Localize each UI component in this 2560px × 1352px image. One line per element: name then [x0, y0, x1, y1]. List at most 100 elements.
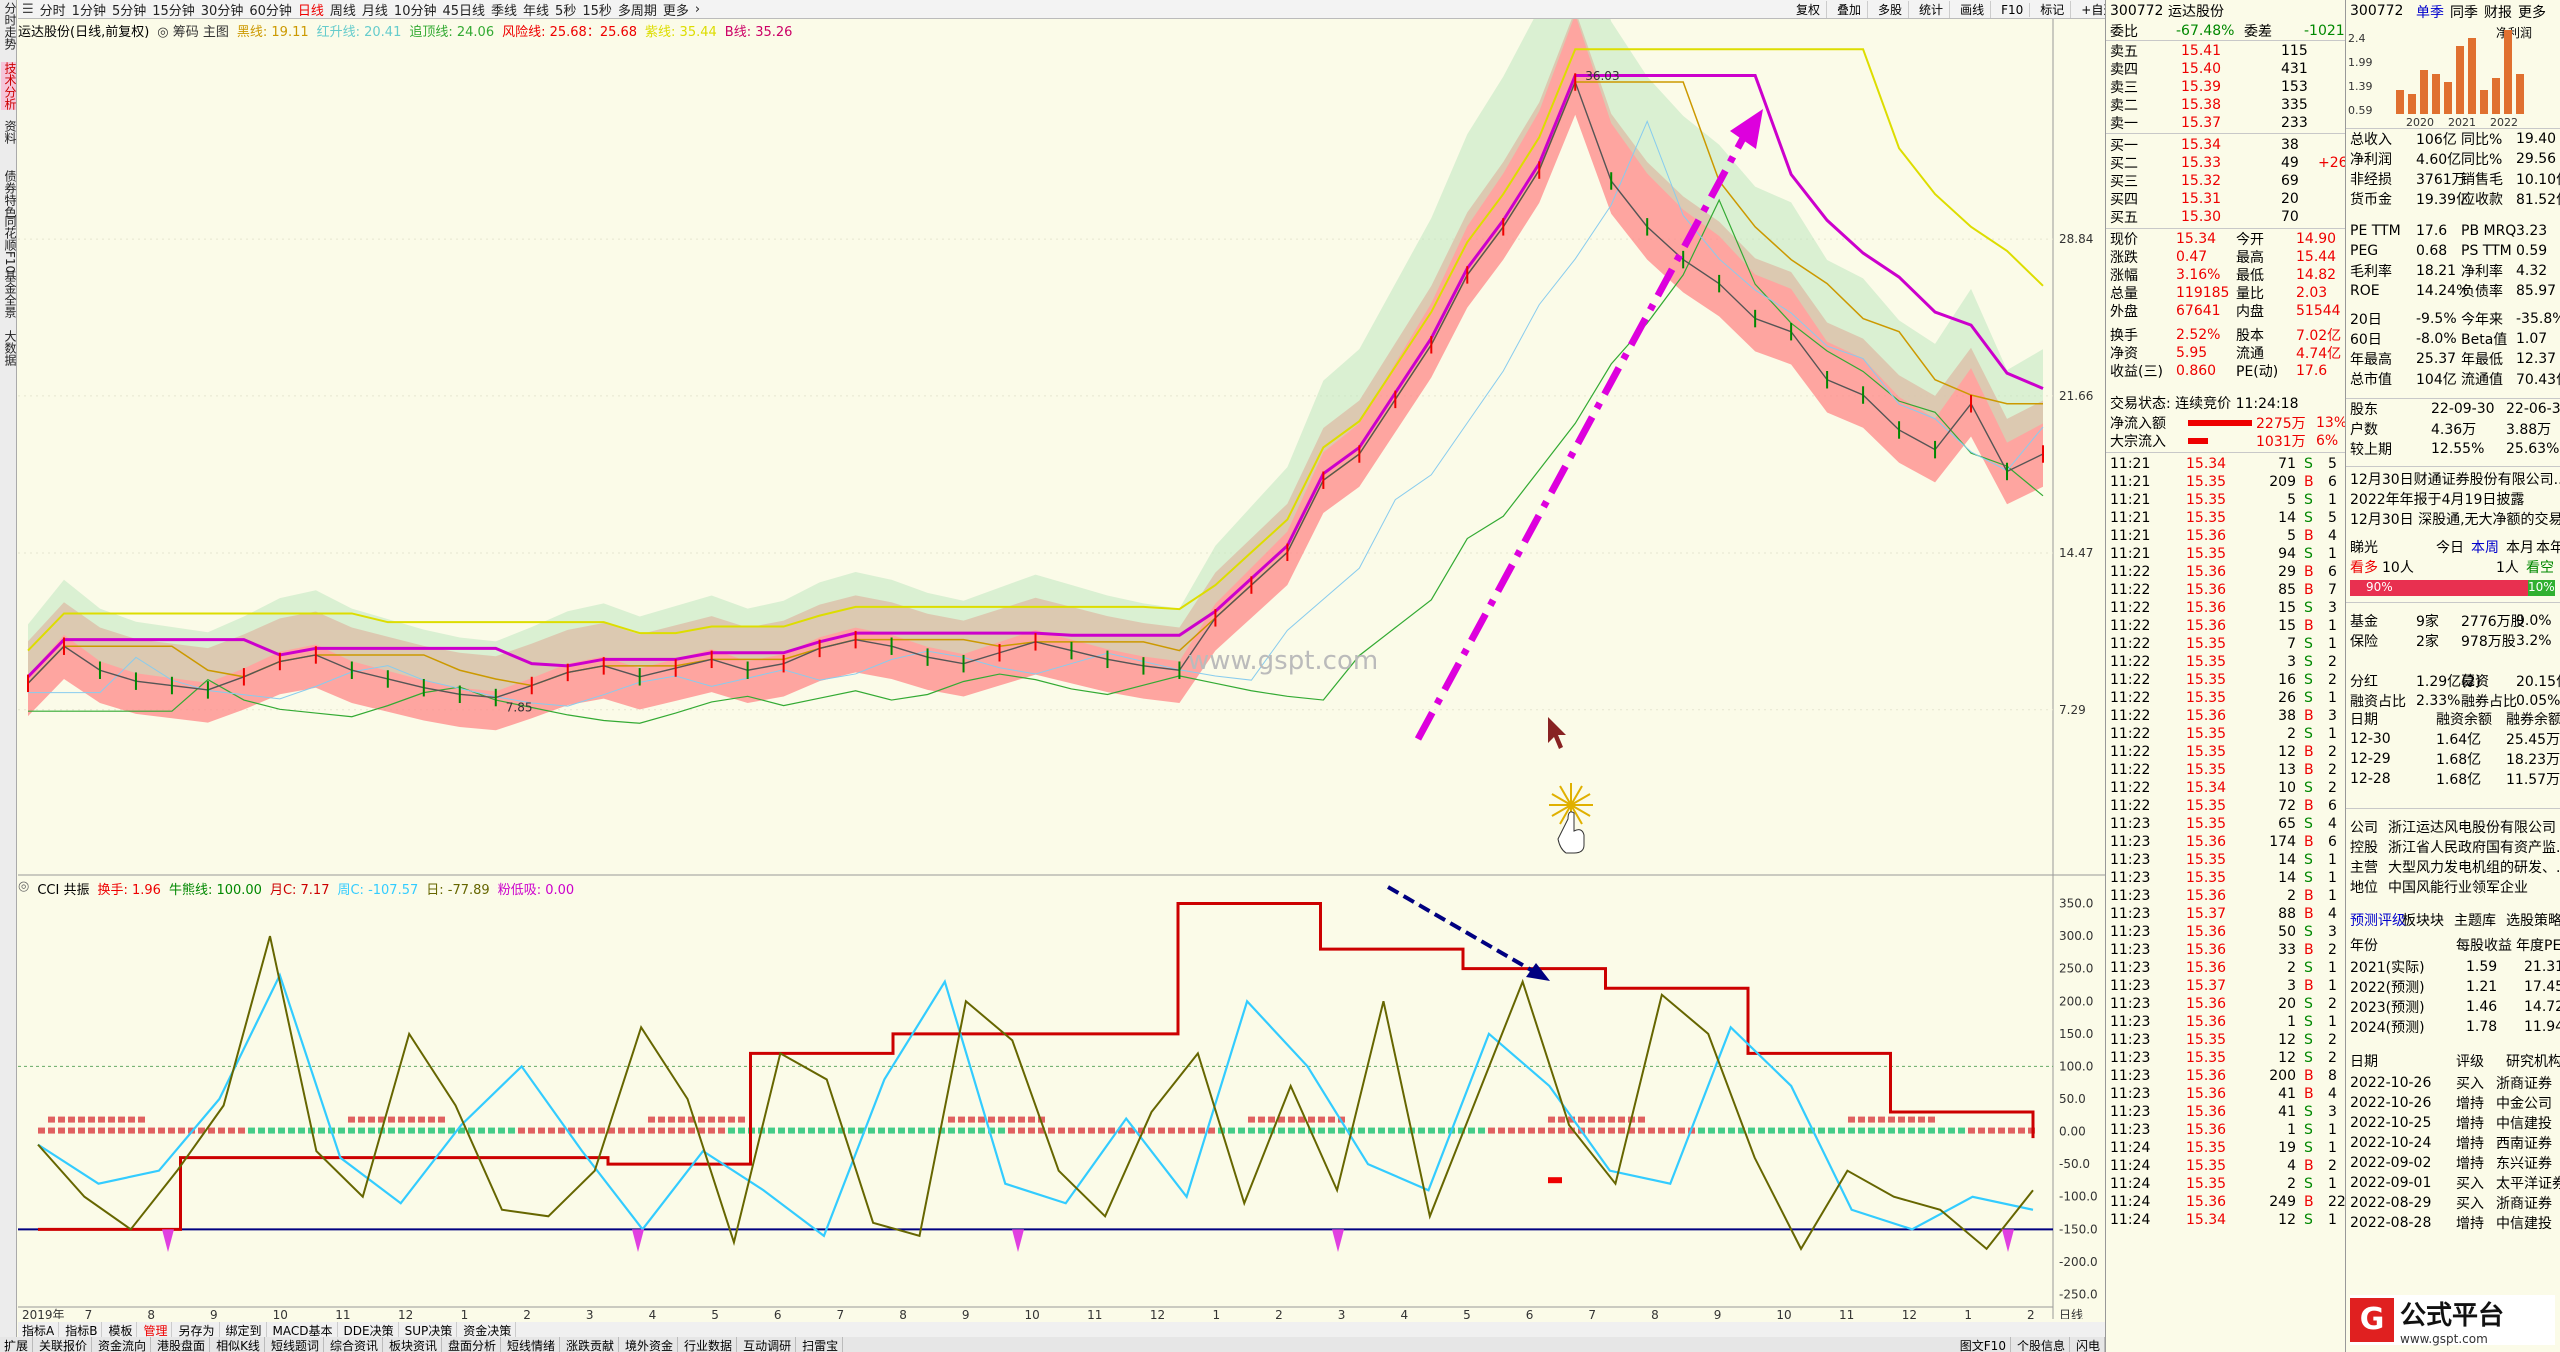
time-tick: 4	[1400, 1308, 1408, 1319]
period-tab-12[interactable]: 年线	[523, 3, 550, 19]
tick-row: 11:23 15.35 14 S 1	[2106, 851, 2345, 869]
toolbar-btn-4[interactable]: 画线	[1954, 1, 1992, 18]
period-tab-10[interactable]: 45日线	[442, 3, 486, 19]
chart-svg[interactable]: 28.84 21.66 14.47 7.29 36.03 7.85 www.gspt.com…	[18, 19, 2105, 1319]
info-tab-13[interactable]: 互动调研	[739, 1337, 797, 1352]
chart-area[interactable]: 28.84 21.66 14.47 7.29 36.03 7.85 www.gspt.com…	[18, 19, 2105, 1319]
toolbar-btn-3[interactable]: 统计	[1913, 1, 1951, 18]
sidebar-tab-6[interactable]: 大数据	[3, 330, 17, 366]
indicator-tab-4[interactable]: 另存为	[174, 1322, 220, 1338]
period-tab-16[interactable]: 更多	[662, 3, 689, 19]
rt-row: 2022-09-01 买入 太平洋证券	[2346, 1174, 2560, 1192]
forecast-tab-0[interactable]: 预测评级	[2350, 913, 2406, 929]
info-tab-9[interactable]: 短线情绪	[503, 1337, 561, 1352]
info-tab-10[interactable]: 涨跌贡献	[562, 1337, 620, 1352]
period-tab-7[interactable]: 周线	[329, 3, 356, 19]
fin-tab-2[interactable]: 财报	[2484, 5, 2512, 21]
period-tab-0[interactable]: 分时	[39, 3, 66, 19]
fin-tab-3[interactable]: 更多	[2518, 5, 2546, 21]
period-tab-5[interactable]: 60分钟	[249, 3, 292, 19]
bottom-right-1[interactable]: 个股信息	[2013, 1337, 2070, 1352]
toolbar-btn-2[interactable]: 多股	[1872, 1, 1910, 18]
period-tab-13[interactable]: 5秒	[555, 3, 577, 19]
tick-price: 15.36	[2186, 1068, 2227, 1084]
zero-dot	[258, 1127, 265, 1134]
legend-mode[interactable]: ◎ 筹码 主图	[157, 25, 229, 40]
info-tab-11[interactable]: 境外资金	[621, 1337, 679, 1352]
sidebar-tab-1[interactable]: 技术分析	[1, 62, 17, 110]
indicator-tab-9[interactable]: 资金决策	[459, 1322, 517, 1338]
period-tab-4[interactable]: 30分钟	[200, 3, 244, 19]
forecast-tab-1[interactable]: 板块块	[2402, 913, 2444, 929]
period-tab-15[interactable]: 多周期	[617, 3, 657, 19]
price-tick: 21.66	[2059, 389, 2093, 403]
sidebar-tab-2[interactable]: 资料	[3, 120, 17, 144]
sidebar-tab-4[interactable]: 同花顺F10	[3, 215, 17, 274]
period-tab-14[interactable]: 15秒	[582, 3, 612, 19]
info-tab-0[interactable]: 扩展	[0, 1337, 34, 1352]
zero-dot	[938, 1127, 945, 1134]
tick-time: 11:23	[2110, 1086, 2151, 1102]
toolbar-btn-6[interactable]: 标记	[2034, 1, 2072, 18]
period-tab-11[interactable]: 季线	[491, 3, 518, 19]
zero-dot	[1998, 1127, 2005, 1134]
tick-price: 15.35	[2186, 762, 2227, 778]
indicator-tab-0[interactable]: 指标A	[18, 1322, 60, 1338]
info-tab-14[interactable]: 扫雷宝	[798, 1337, 844, 1352]
period-tab-2[interactable]: 5分钟	[111, 3, 147, 19]
info-tab-7[interactable]: 板块资讯	[385, 1337, 442, 1352]
info-tab-8[interactable]: 盘面分析	[444, 1337, 501, 1352]
zero-dot	[318, 1127, 325, 1134]
tick-count: 1	[2328, 1140, 2337, 1156]
time-tick: 2019年	[22, 1308, 65, 1319]
indicator-tab-5[interactable]: 绑定到	[222, 1322, 267, 1338]
info-tab-3[interactable]: 港股盘面	[153, 1337, 211, 1352]
period-tab-1[interactable]: 1分钟	[71, 3, 106, 19]
chevron-right-icon[interactable]: ›	[694, 1, 701, 17]
rt-date: 2022-10-26	[2350, 1095, 2432, 1111]
toolbar-btn-0[interactable]: 复权	[1790, 1, 1828, 18]
toolbar-btn-5[interactable]: F10	[1995, 2, 2031, 17]
indicator-tab-2[interactable]: 模板	[104, 1322, 138, 1338]
zero-dot	[528, 1127, 535, 1134]
menu-icon[interactable]: ☰	[22, 1, 34, 17]
indicator-tab-7[interactable]: DDE决策	[340, 1322, 399, 1338]
zero-dot	[168, 1127, 175, 1134]
info-tab-2[interactable]: 资金流向	[94, 1337, 152, 1352]
period-tab-9[interactable]: 10分钟	[393, 3, 437, 19]
divider	[2346, 398, 2560, 399]
bottom-right-2[interactable]: 闪电	[2072, 1337, 2105, 1352]
fin-tab-1[interactable]: 同季	[2450, 5, 2478, 21]
indicator-tab-8[interactable]: SUP决策	[401, 1322, 458, 1338]
stat-value: 2.52%	[2176, 327, 2221, 343]
info-tab-12[interactable]: 行业数据	[680, 1337, 738, 1352]
forecast-tab-3[interactable]: 选股策略	[2506, 913, 2560, 929]
info-tab-1[interactable]: 关联报价	[35, 1337, 93, 1352]
forecast-tab-2[interactable]: 主题库	[2454, 913, 2496, 929]
margin-head: 融券余额	[2506, 712, 2560, 728]
sidebar-tab-3[interactable]: 债券特色	[3, 170, 17, 218]
stat-value: 15.34	[2176, 231, 2217, 247]
period-tab-3[interactable]: 15分钟	[152, 3, 195, 19]
info-tab-5[interactable]: 短线题词	[267, 1337, 324, 1352]
tick-row: 11:22 15.35 13 B 2	[2106, 761, 2345, 779]
zero-dot	[628, 1127, 635, 1134]
period-tab-6[interactable]: 日线	[297, 3, 324, 19]
indicator-tab-1[interactable]: 指标B	[61, 1322, 103, 1338]
fin-value: 3761万	[2416, 172, 2466, 188]
axis-corner-label[interactable]: 日线	[2059, 1308, 2083, 1319]
info-tab-4[interactable]: 相似K线	[212, 1337, 265, 1352]
indicator-tab-6[interactable]: MACD基本	[269, 1322, 338, 1338]
margin-head: 日期	[2350, 712, 2378, 728]
zero-dot	[1268, 1127, 1275, 1134]
indicator-tab-3[interactable]: 管理	[139, 1322, 173, 1338]
bottom-right-0[interactable]: 图文F10	[1956, 1337, 2011, 1352]
tick-vol: 174	[2269, 834, 2296, 850]
toolbar-btn-1[interactable]: 叠加	[1831, 1, 1869, 18]
period-tab-8[interactable]: 月线	[361, 3, 388, 19]
fin-tab-0[interactable]: 单季	[2416, 5, 2444, 21]
sidebar-tab-0[interactable]: 分时走势	[3, 2, 17, 50]
div-value: 2.33%	[2416, 693, 2461, 709]
sidebar-tab-5[interactable]: 基金全景	[3, 270, 17, 318]
info-tab-6[interactable]: 综合资讯	[326, 1337, 383, 1352]
